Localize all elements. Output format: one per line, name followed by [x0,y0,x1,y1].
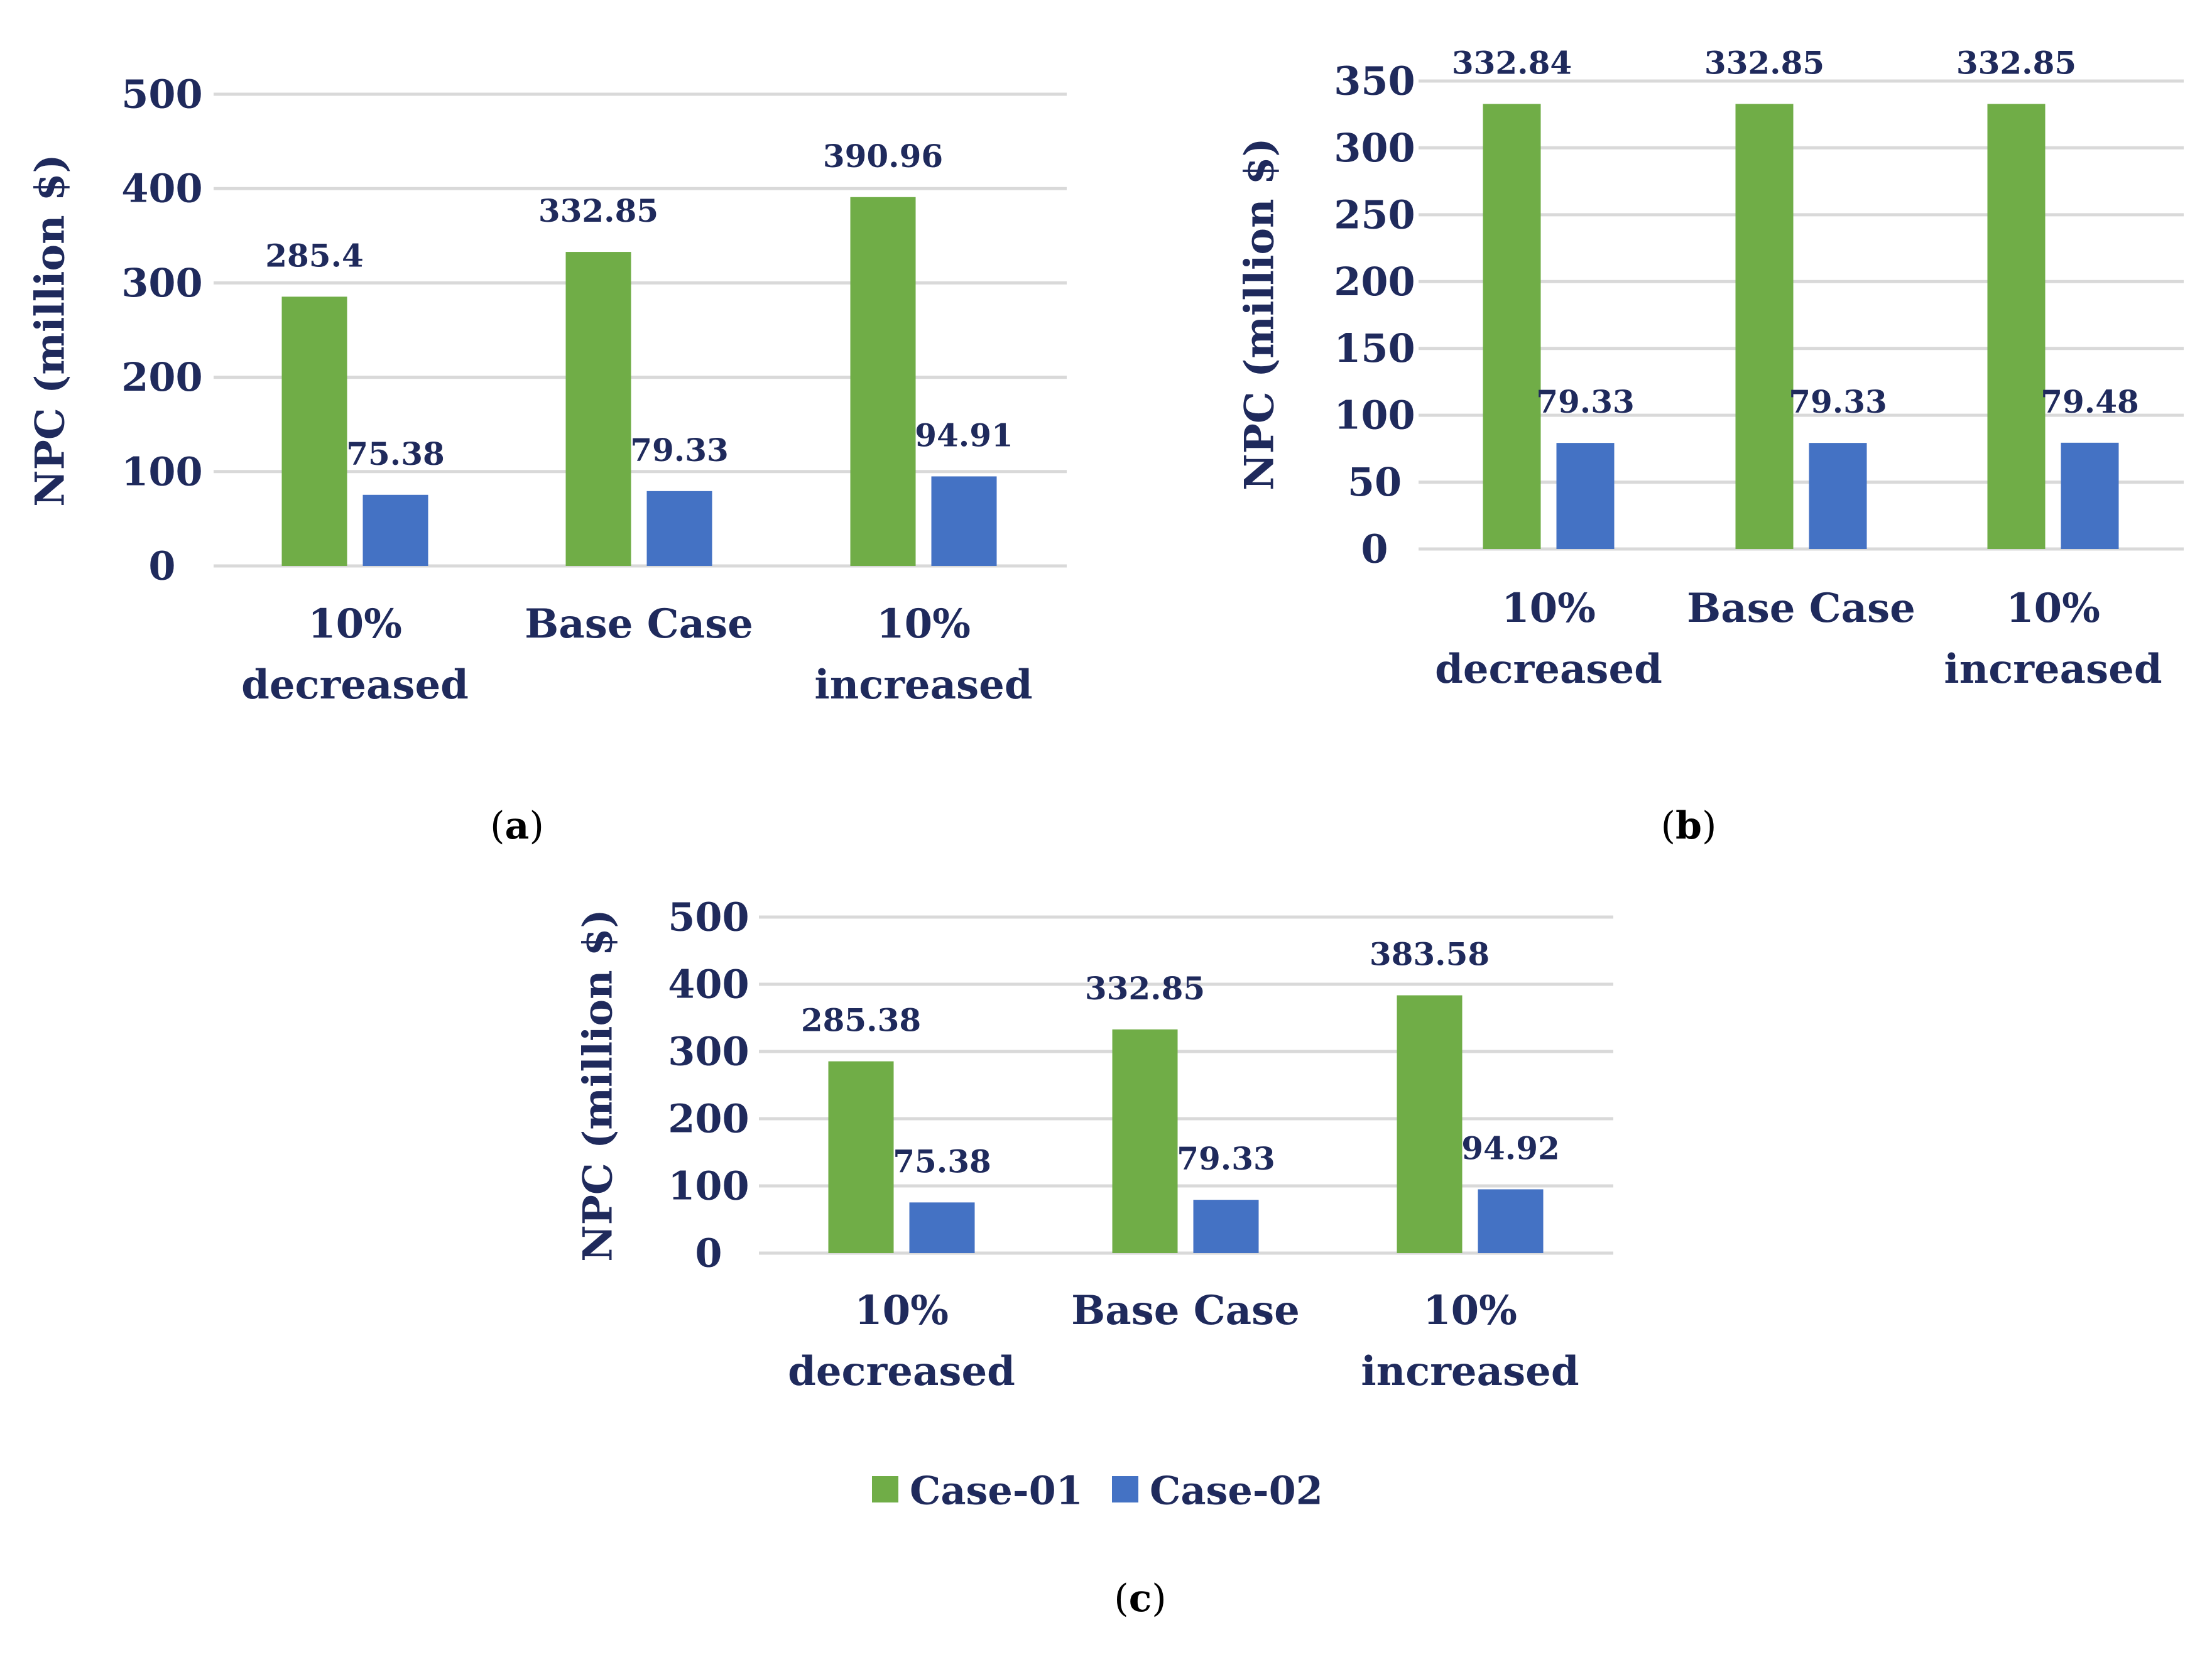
legend-label-case-02: Case-02 [1150,1468,1323,1514]
chart-c-bar-case-02-1 [909,1202,975,1253]
chart-c-category-label: 10% decreased [788,1287,1015,1395]
chart-b-data-label: 332.85 [1704,45,1824,82]
chart-a-category-label: 10% decreased [241,600,469,709]
chart-b-category-label: 10% decreased [1435,585,1662,693]
chart-c-bar-case-02-3 [1478,1189,1544,1253]
chart-b-y-axis-title: NPC (million $) [1236,138,1283,490]
chart-b-y-tick-label: 300 [1334,125,1415,171]
chart-c-bar-case-01-2 [1112,1029,1178,1253]
chart-a-bar-case-01-3 [850,197,916,566]
legend-swatch-case-01 [872,1476,898,1502]
chart-b-y-tick-label: 100 [1334,393,1415,438]
chart-c-y-axis-title: NPC (million $) [575,909,622,1261]
chart-a-data-label: 332.85 [538,192,658,229]
chart-b-bar-case-01-2 [1735,104,1794,549]
chart-a-y-axis-title: NPC (million $) [27,154,74,506]
chart-a-bar-case-02-1 [362,494,428,566]
chart-c-bar-case-02-2 [1193,1200,1259,1253]
chart-c-bar-case-01-1 [828,1061,894,1253]
legend-swatch-case-02 [1112,1476,1138,1502]
chart-panel-c: 0 100 200 300 400 500 NPC (million $) 285.38 75.… [575,894,1613,1621]
chart-b-category-label: Base Case [1687,585,1915,632]
chart-a-category-label: 10% increased [814,600,1032,709]
chart-b-data-label: 79.48 [2040,383,2139,420]
chart-a-data-label: 75.38 [346,435,445,472]
chart-panel-a: 0 100 200 300 400 500 NPC (million $) 285.4 75.3… [27,72,1067,848]
chart-a-bar-case-01-2 [565,252,631,566]
chart-c-y-tick-label: 400 [668,962,749,1008]
chart-c-y-tick-label: 200 [668,1096,749,1142]
chart-c-y-tick-label: 0 [695,1231,722,1276]
chart-c-data-label: 79.33 [1177,1140,1275,1177]
chart-b-data-label: 79.33 [1789,383,1887,420]
chart-c-data-label: 332.85 [1085,970,1205,1007]
chart-a-y-tick-label: 100 [121,448,202,494]
chart-c-y-tick-label: 100 [668,1163,749,1209]
chart-b-bar-case-01-3 [1987,104,2046,549]
chart-b-y-tick-label: 250 [1334,192,1415,237]
chart-a-y-tick-label: 0 [148,543,175,589]
chart-b-y-tick-label: 50 [1348,459,1402,505]
chart-a-data-label: 390.96 [823,138,943,175]
chart-a-y-tick-label: 500 [121,72,202,117]
chart-a-bar-case-01-1 [281,296,347,566]
chart-a-bar-case-02-3 [931,476,997,566]
chart-a-data-label: 285.4 [265,237,364,274]
chart-a-y-tick-label: 300 [121,260,202,306]
chart-c-data-label: 383.58 [1370,936,1490,973]
chart-a-panel-label: (a) [490,804,544,848]
chart-c-panel-label: (c) [1114,1577,1166,1621]
chart-b-bar-case-02-1 [1556,443,1615,549]
chart-b-data-label: 79.33 [1536,383,1635,420]
chart-a-data-label: 79.33 [630,432,729,469]
chart-a-category-label: Base Case [525,600,753,648]
chart-b-y-tick-label: 150 [1334,325,1415,371]
chart-b-bar-case-01-1 [1483,104,1541,549]
chart-a-data-label: 94.91 [915,416,1013,454]
chart-b-data-label: 332.84 [1452,45,1572,82]
chart-a-bar-case-02-2 [646,491,712,566]
chart-a-y-tick-label: 200 [121,354,202,400]
chart-c-y-tick-label: 300 [668,1029,749,1075]
chart-c-bar-case-01-3 [1397,995,1463,1253]
chart-b-data-label: 332.85 [1956,45,2076,82]
chart-b-panel-label: (b) [1661,804,1717,848]
chart-panel-b: 0 50 100 150 200 250 300 350 NPC (million $) 332.… [1236,45,2184,848]
chart-c-data-label: 94.92 [1461,1129,1560,1166]
chart-c-category-label: 10% increased [1361,1287,1579,1395]
chart-b-bar-case-02-3 [2061,442,2119,549]
chart-b-category-label: 10% increased [1944,585,2162,693]
chart-b-y-tick-label: 350 [1334,58,1415,104]
chart-c-y-tick-label: 500 [668,894,749,940]
chart-a-y-tick-label: 400 [121,166,202,212]
chart-c-category-label: Base Case [1071,1287,1300,1334]
legend: Case-01 Case-02 [872,1468,1323,1514]
chart-b-bar-case-02-2 [1809,443,1867,549]
legend-label-case-01: Case-01 [910,1468,1083,1514]
chart-c-data-label: 285.38 [801,1002,921,1039]
chart-c-data-label: 75.38 [893,1143,991,1180]
chart-b-y-tick-label: 200 [1334,259,1415,305]
chart-b-y-tick-label: 0 [1361,526,1388,572]
